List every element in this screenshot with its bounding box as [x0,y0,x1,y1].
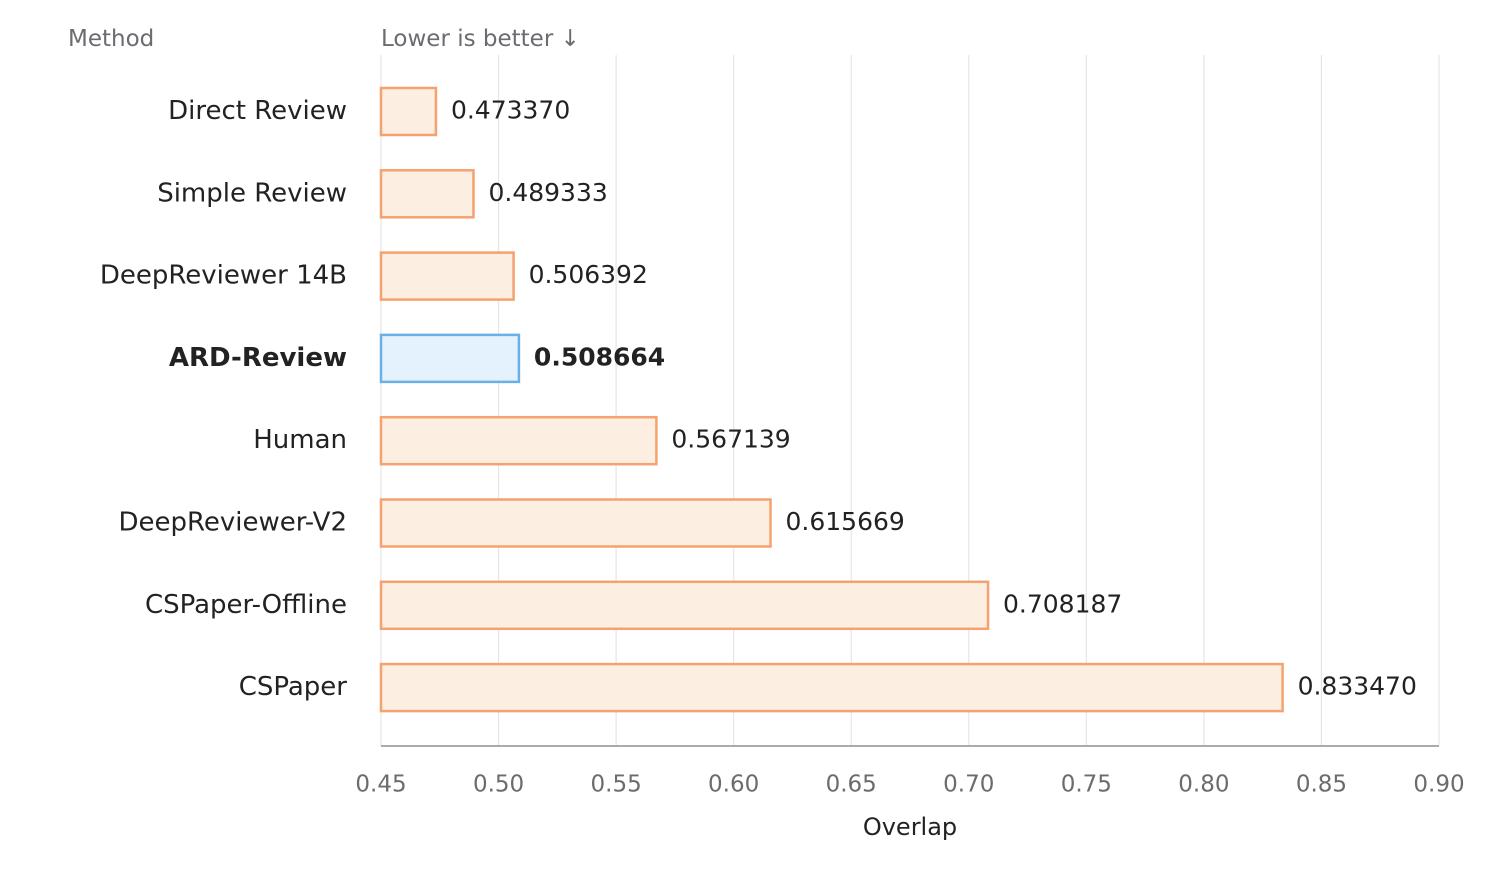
value-label: 0.508664 [534,342,665,371]
x-tick-label: 0.85 [1296,772,1347,798]
x-tick-label: 0.75 [1061,772,1112,798]
x-tick-label: 0.90 [1413,772,1464,798]
bar [379,86,438,137]
bar [379,662,1284,713]
x-tick-label: 0.50 [473,772,524,798]
x-axis-title: Overlap [863,813,957,841]
bar [379,333,521,384]
x-tick-label: 0.45 [355,772,406,798]
x-tick-label: 0.55 [591,772,642,798]
x-tick-label: 0.70 [943,772,994,798]
bar [379,498,772,548]
grid-lines [380,55,1440,746]
value-label: 0.708187 [1003,589,1122,618]
bars [379,86,1284,713]
category-label: Direct Review [168,96,347,126]
bar [379,169,475,219]
column-header-note: Lower is better ↓ [381,26,580,52]
category-label: ARD-Review [169,343,347,373]
category-label: CSPaper [239,672,348,702]
category-label: Human [253,425,347,455]
x-tick-label: 0.65 [826,772,877,798]
bar [379,251,515,301]
category-label: CSPaper-Offline [145,590,347,620]
bar [379,415,658,466]
category-label: DeepReviewer 14B [100,261,347,291]
category-label: DeepReviewer-V2 [119,508,348,538]
value-label: 0.615669 [786,507,905,536]
value-label: 0.506392 [529,260,648,289]
value-label: 0.489333 [488,178,607,207]
bar [379,580,990,631]
x-tick-label: 0.80 [1178,772,1229,798]
x-tick-labels: 0.45 0.50 0.55 0.60 0.65 0.70 0.75 0.80 0.85 0.90 [355,772,1464,798]
category-label: Simple Review [157,178,347,208]
value-labels: 0.473370 0.489333 0.506392 0.508664 0.567139… [451,96,1417,701]
value-label: 0.473370 [451,96,570,125]
value-label: 0.833470 [1298,672,1417,701]
value-label: 0.567139 [671,425,790,454]
category-labels: Direct Review Simple Review DeepReviewer 1… [100,96,347,702]
column-header-method: Method [68,26,154,52]
x-tick-label: 0.60 [708,772,759,798]
